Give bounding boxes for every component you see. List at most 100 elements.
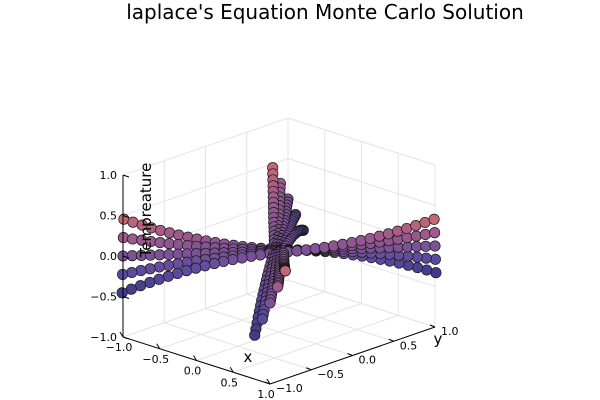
x-tick (119, 331, 124, 338)
grid-line (287, 279, 436, 328)
data-point (401, 232, 413, 244)
data-point (154, 224, 166, 236)
z-tick-label: −0.5 (90, 291, 117, 304)
data-point (421, 264, 433, 276)
x-axis-label: x (244, 348, 253, 366)
x-tick (193, 355, 197, 361)
x-tick-label: 0.0 (184, 365, 202, 378)
data-point (402, 259, 414, 271)
data-point (125, 283, 137, 295)
data-point (318, 241, 330, 253)
data-point (402, 250, 414, 262)
y-tick-label: −1.0 (276, 382, 303, 395)
data-point (429, 227, 441, 239)
data-point (173, 229, 185, 241)
grid-line (205, 308, 353, 356)
data-point (309, 243, 321, 255)
data-point (126, 250, 138, 262)
chart-title: laplace's Equation Monte Carlo Solution (126, 0, 524, 24)
data-point (236, 252, 248, 264)
z-tick (122, 174, 130, 178)
z-tick-label: 1.0 (100, 169, 118, 182)
data-point (291, 245, 303, 257)
data-point (116, 287, 128, 299)
z-tick-label: 0.5 (100, 210, 118, 223)
data-point (410, 230, 422, 242)
data-point (190, 262, 202, 274)
data-point (163, 248, 175, 261)
data-point (337, 238, 349, 250)
data-point (420, 240, 432, 252)
y-axis-label: y (434, 330, 443, 348)
data-point (171, 267, 183, 279)
y-tick-label: 0.5 (400, 339, 418, 352)
data-point (135, 265, 147, 277)
grid-line (122, 117, 289, 176)
data-point (254, 249, 266, 261)
grid-line (287, 158, 436, 206)
data-point (373, 230, 385, 242)
data-point (144, 276, 156, 288)
data-point (163, 238, 175, 250)
grid-line (122, 158, 289, 216)
data-point (256, 313, 268, 325)
grid-line (233, 314, 399, 373)
data-point (153, 261, 165, 273)
z-tick (122, 215, 130, 218)
data-point (346, 236, 358, 249)
data-point (126, 266, 138, 279)
data-point (153, 273, 165, 285)
y-tick-label: −0.5 (317, 368, 344, 381)
data-point (429, 240, 441, 252)
y-tick (264, 381, 271, 385)
data-point (429, 253, 441, 265)
x-tick-label: −1.0 (106, 341, 133, 354)
data-point (217, 255, 230, 268)
data-point (300, 244, 312, 256)
x-tick-label: 0.5 (221, 376, 239, 389)
data-point (411, 241, 423, 253)
data-point (144, 263, 156, 275)
x-tick-label: −0.5 (142, 353, 169, 366)
data-point (164, 227, 176, 239)
data-point (430, 267, 442, 279)
data-point (364, 232, 376, 245)
data-point (355, 235, 367, 247)
data-point (162, 270, 174, 282)
z-axis-label: Tempreature (137, 163, 155, 259)
data-point (382, 228, 394, 240)
y-tick (306, 367, 312, 371)
data-point (272, 281, 284, 293)
grid-line (287, 117, 436, 166)
data-point (245, 250, 257, 262)
z-tick-label: −1.0 (90, 331, 117, 344)
data-point (428, 213, 440, 225)
x-tick (229, 366, 234, 373)
data-point (411, 251, 423, 263)
data-point (134, 280, 147, 292)
z-tick-label: 0.0 (100, 250, 118, 263)
data-point (279, 265, 291, 277)
points-layer (116, 162, 442, 341)
z-tick (122, 296, 130, 299)
data-point (249, 329, 261, 341)
data-point (411, 262, 424, 274)
data-point (208, 258, 220, 270)
data-point (419, 228, 431, 240)
y-tick (388, 338, 394, 342)
data-point (410, 220, 422, 232)
data-point (172, 239, 184, 251)
data-point (227, 254, 239, 266)
axis-layer: −1.0−1.0−1.0−0.5−0.5−0.50.00.00.00.50.50… (90, 169, 458, 400)
data-point (420, 252, 432, 264)
data-point (154, 249, 166, 261)
y-tick-label: 0.0 (359, 354, 377, 367)
data-point (172, 258, 184, 270)
y-tick-label: 1.0 (441, 325, 459, 338)
data-point (154, 237, 166, 249)
data-point (199, 260, 211, 272)
z-tick (122, 255, 130, 259)
data-point (181, 265, 193, 277)
